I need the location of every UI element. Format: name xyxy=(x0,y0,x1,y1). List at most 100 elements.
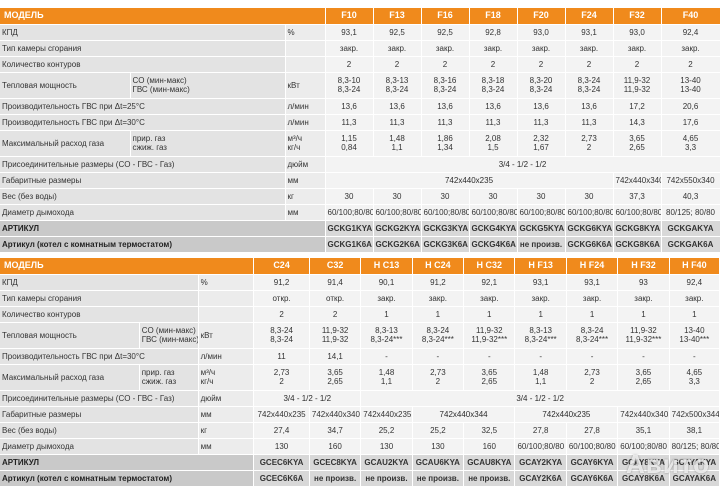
model-col: F40 xyxy=(661,8,720,25)
row-kpd: КПД % 91,2 91,4 90,1 91,2 92,1 93,1 93,1… xyxy=(0,274,720,291)
cell: 13,6 xyxy=(325,98,374,115)
cell: 1,48 1,1 xyxy=(514,364,567,391)
cell: 27,8 xyxy=(566,422,619,439)
row-unit: мм xyxy=(285,172,326,189)
model-header: МОДЕЛЬ xyxy=(0,258,255,275)
cell: 14,1 xyxy=(309,348,362,365)
row-gas: Максимальный расход газа прир. газ сжиж. … xyxy=(0,364,720,391)
cell: 60/100;80/80 xyxy=(373,204,422,221)
cell: 11,3 xyxy=(565,114,614,131)
cell: 11,3 xyxy=(517,114,566,131)
cell: 30 xyxy=(373,188,422,205)
cell: 742x440x235 xyxy=(360,406,413,423)
cell: 2,73 2 xyxy=(565,130,614,157)
cell: 8,3-20 8,3-24 xyxy=(517,72,566,99)
cell: 742x440x340 xyxy=(617,406,670,423)
row-article: АРТИКУЛ GCEC6KYA GCEC8KYA GCAU2KYA GCAU6… xyxy=(0,454,720,471)
row-unit: мм xyxy=(198,406,255,423)
cell: не произв. xyxy=(309,470,362,487)
cell: 93,1 xyxy=(514,274,567,291)
cell: GCKG3KYA xyxy=(421,220,470,237)
cell: 35,1 xyxy=(617,422,670,439)
cell: - xyxy=(412,348,465,365)
cell: 60/100;80/80 xyxy=(469,204,518,221)
cell: GCAU2KYA xyxy=(360,454,413,471)
cell-merged: 3/4 - 1/2 - 1/2 xyxy=(360,390,720,407)
cell-value: 2,73 xyxy=(273,368,290,377)
cell: закр. xyxy=(661,40,720,57)
row-label: Вес (без воды) xyxy=(0,188,286,205)
cell: 2 xyxy=(661,56,720,73)
cell: 17,2 xyxy=(613,98,662,115)
cell: не произв. xyxy=(412,470,465,487)
cell: 4,65 3,3 xyxy=(669,364,720,391)
cell-value: 11,9-32*** xyxy=(625,335,662,344)
cell: 2,73 2 xyxy=(412,364,465,391)
cell: закр. xyxy=(514,290,567,307)
cell: GCKG6K6A xyxy=(565,236,614,253)
cell: GCAY2KYA xyxy=(514,454,567,471)
cell: 17,6 xyxy=(661,114,720,131)
cell-value: 1,67 xyxy=(533,143,549,152)
row-chamber: Тип камеры сгорания закр. закр. закр. за… xyxy=(0,40,720,57)
row-article-thermostat: Артикул (котел с комнатным термостатом) … xyxy=(0,236,720,253)
cell: 93,1 xyxy=(565,24,614,41)
cell: GCKGAK6A xyxy=(661,236,720,253)
cell: GCKG3K6A xyxy=(421,236,470,253)
row-label: Артикул (котел с комнатным термостатом) xyxy=(0,470,255,487)
cell: GCKG5KYA xyxy=(517,220,566,237)
cell: 1 xyxy=(412,306,465,323)
row-sublabels: прир. газ сжиж. газ xyxy=(130,130,286,157)
cell-value: 3,3 xyxy=(684,143,697,152)
cell-value: 2,73 xyxy=(581,134,597,143)
cell: 11 xyxy=(253,348,310,365)
row-unit: кг xyxy=(285,188,326,205)
cell-value: 11,9-32 xyxy=(321,335,349,344)
cell: 60/100;80/80 xyxy=(566,438,619,455)
cell: GCAYAK6A xyxy=(669,470,720,487)
row-sublabels: CO (мин-макс) ГВС (мин-макс) xyxy=(139,322,199,349)
cell: 1 xyxy=(360,306,413,323)
row-label: Количество контуров xyxy=(0,306,199,323)
cell-value: 1,86 xyxy=(437,134,453,143)
cell-value: 8,3-24 xyxy=(270,326,293,335)
cell: 27,4 xyxy=(253,422,310,439)
cell: не произв. xyxy=(517,236,566,253)
model-col: F18 xyxy=(469,8,518,25)
cell: 1 xyxy=(566,306,619,323)
cell: GCKGAKYA xyxy=(661,220,720,237)
cell: 2 xyxy=(309,306,362,323)
cell: 93,0 xyxy=(613,24,662,41)
row-circuits: Количество контуров 2 2 2 2 2 2 2 2 xyxy=(0,56,720,73)
cell: 60/100;80/80 xyxy=(517,204,566,221)
cell: 2,08 1,5 xyxy=(469,130,518,157)
cell: 30 xyxy=(469,188,518,205)
cell: GCKG4K6A xyxy=(469,236,518,253)
cell-value: 1,1 xyxy=(535,377,547,386)
cell: 3,65 2,65 xyxy=(463,364,516,391)
row-dhw25: Производительность ГВС при Δt=25°C л/мин… xyxy=(0,98,720,115)
row-label: Тип камеры сгорания xyxy=(0,290,199,307)
cell: 80/125; 80/80 xyxy=(661,204,720,221)
cell-value: 13-40*** xyxy=(679,335,710,344)
cell: GCAY2K6A xyxy=(514,470,567,487)
row-label: АРТИКУЛ xyxy=(0,220,326,237)
cell-value: 3,3 xyxy=(688,377,700,386)
cell: закр. xyxy=(325,40,374,57)
model-col: H F32 xyxy=(617,258,670,275)
row-label: Количество контуров xyxy=(0,56,286,73)
cell: 4,65 3,3 xyxy=(661,130,720,157)
cell: 160 xyxy=(309,438,362,455)
row-article: АРТИКУЛ GCKG1KYA GCKG2KYA GCKG3KYA GCKG4… xyxy=(0,220,720,237)
cell: не произв. xyxy=(463,470,516,487)
cell-value: 1,48 xyxy=(389,134,405,143)
cell-value: 4,65 xyxy=(682,134,699,143)
cell: 8,3-13 8,3-24 xyxy=(373,72,422,99)
unit: м³/ч xyxy=(200,368,216,377)
row-connect: Присоединительные размеры (CO - ГВС - Га… xyxy=(0,156,720,173)
row-unit: кг xyxy=(198,422,255,439)
cell-value: 8,3-24*** xyxy=(421,335,454,344)
cell-value: 8,3-20 xyxy=(529,76,553,85)
cell: 13,6 xyxy=(565,98,614,115)
cell: 93 xyxy=(617,274,670,291)
